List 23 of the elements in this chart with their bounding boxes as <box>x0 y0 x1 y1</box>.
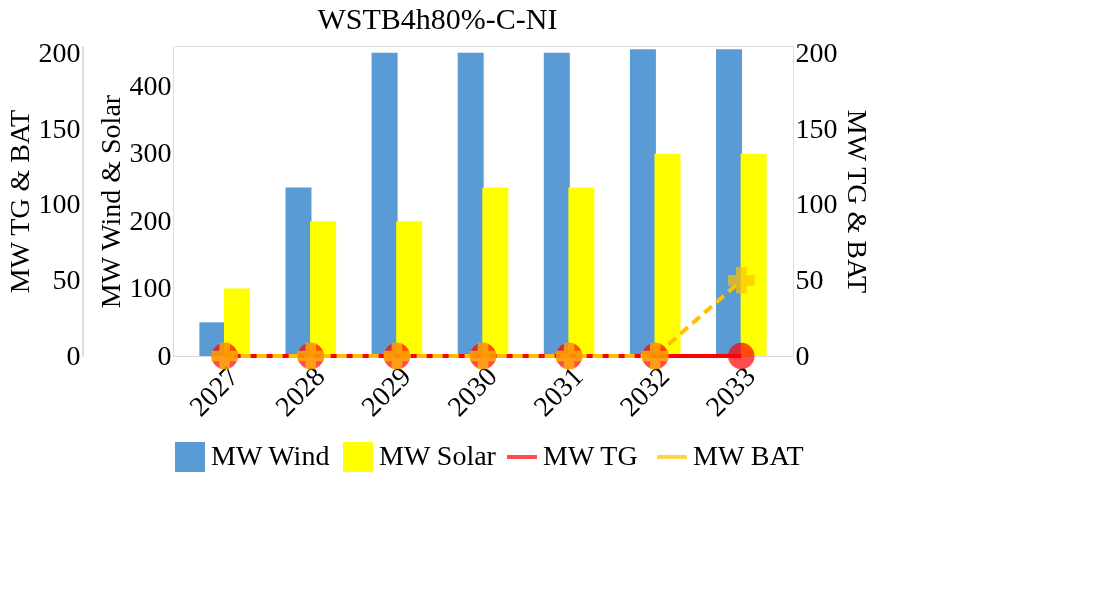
y2-tick-label: 150 <box>795 112 838 144</box>
y2-tick-label: 50 <box>795 263 824 295</box>
y3-tick-label: 0 <box>66 339 81 371</box>
y-tick-label: 0 <box>157 339 172 371</box>
legend-label: MW Wind <box>211 440 330 471</box>
y3-tick-label: 100 <box>38 188 81 220</box>
y2-tick-label: 100 <box>795 188 838 220</box>
y2-axis-title: MW TG & BAT <box>841 109 873 294</box>
y3-axis-title: MW TG & BAT <box>3 109 35 294</box>
y-tick-label: 400 <box>129 69 172 101</box>
legend-label: MW TG <box>543 440 638 471</box>
y2-tick-label: 0 <box>795 339 810 371</box>
y2-tick-label: 200 <box>795 37 838 69</box>
legend-label: MW BAT <box>693 440 804 471</box>
y3-tick-label: 150 <box>38 112 81 144</box>
chart-title: WSTB4h80%-C-NI <box>317 2 558 36</box>
y3-tick-label: 50 <box>52 263 81 295</box>
y-tick-label: 300 <box>129 137 172 169</box>
y3-tick-label: 200 <box>38 37 81 69</box>
y-tick-label: 200 <box>129 204 172 236</box>
y-tick-label: 100 <box>129 272 172 304</box>
y-axis-title: MW Wind & Solar <box>94 94 126 309</box>
legend-label: MW Solar <box>379 440 497 471</box>
